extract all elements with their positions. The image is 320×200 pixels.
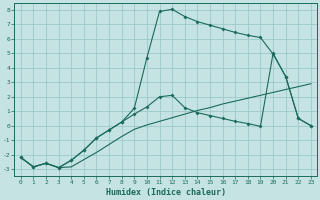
X-axis label: Humidex (Indice chaleur): Humidex (Indice chaleur) (106, 188, 226, 197)
